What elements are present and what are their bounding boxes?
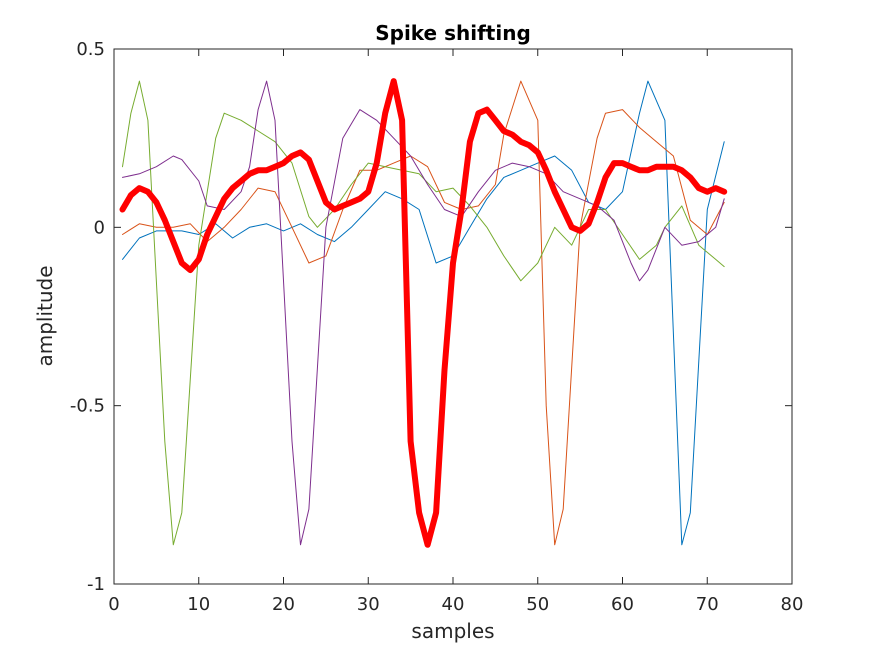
x-tick-label: 30: [357, 594, 380, 615]
x-tick-label: 60: [611, 594, 634, 615]
y-axis-label: amplitude: [33, 265, 57, 366]
x-tick-label: 0: [108, 594, 119, 615]
chart-title: Spike shifting: [375, 21, 531, 45]
series-line-highlighted: [119, 78, 728, 548]
series-layer: [119, 78, 728, 548]
y-tick-label: 0.5: [76, 39, 105, 60]
x-axis-label: samples: [411, 619, 494, 643]
x-tick-label: 70: [696, 594, 719, 615]
y-tick-label: 0: [94, 217, 105, 238]
y-tick-label: -1: [87, 574, 105, 595]
x-tick-label: 10: [187, 594, 210, 615]
x-tick-label: 50: [526, 594, 549, 615]
y-tick-label: -0.5: [70, 396, 105, 417]
x-tick-label: 20: [272, 594, 295, 615]
series-line-1: [122, 80, 725, 546]
series-line-2: [122, 80, 725, 546]
x-tick-label: 40: [442, 594, 465, 615]
ticks-layer: 0 10 20 30 40 50 60 70 80 -1 -0.5 0 0.5: [70, 39, 804, 615]
plot-area: [114, 49, 792, 584]
x-tick-label: 80: [781, 594, 804, 615]
